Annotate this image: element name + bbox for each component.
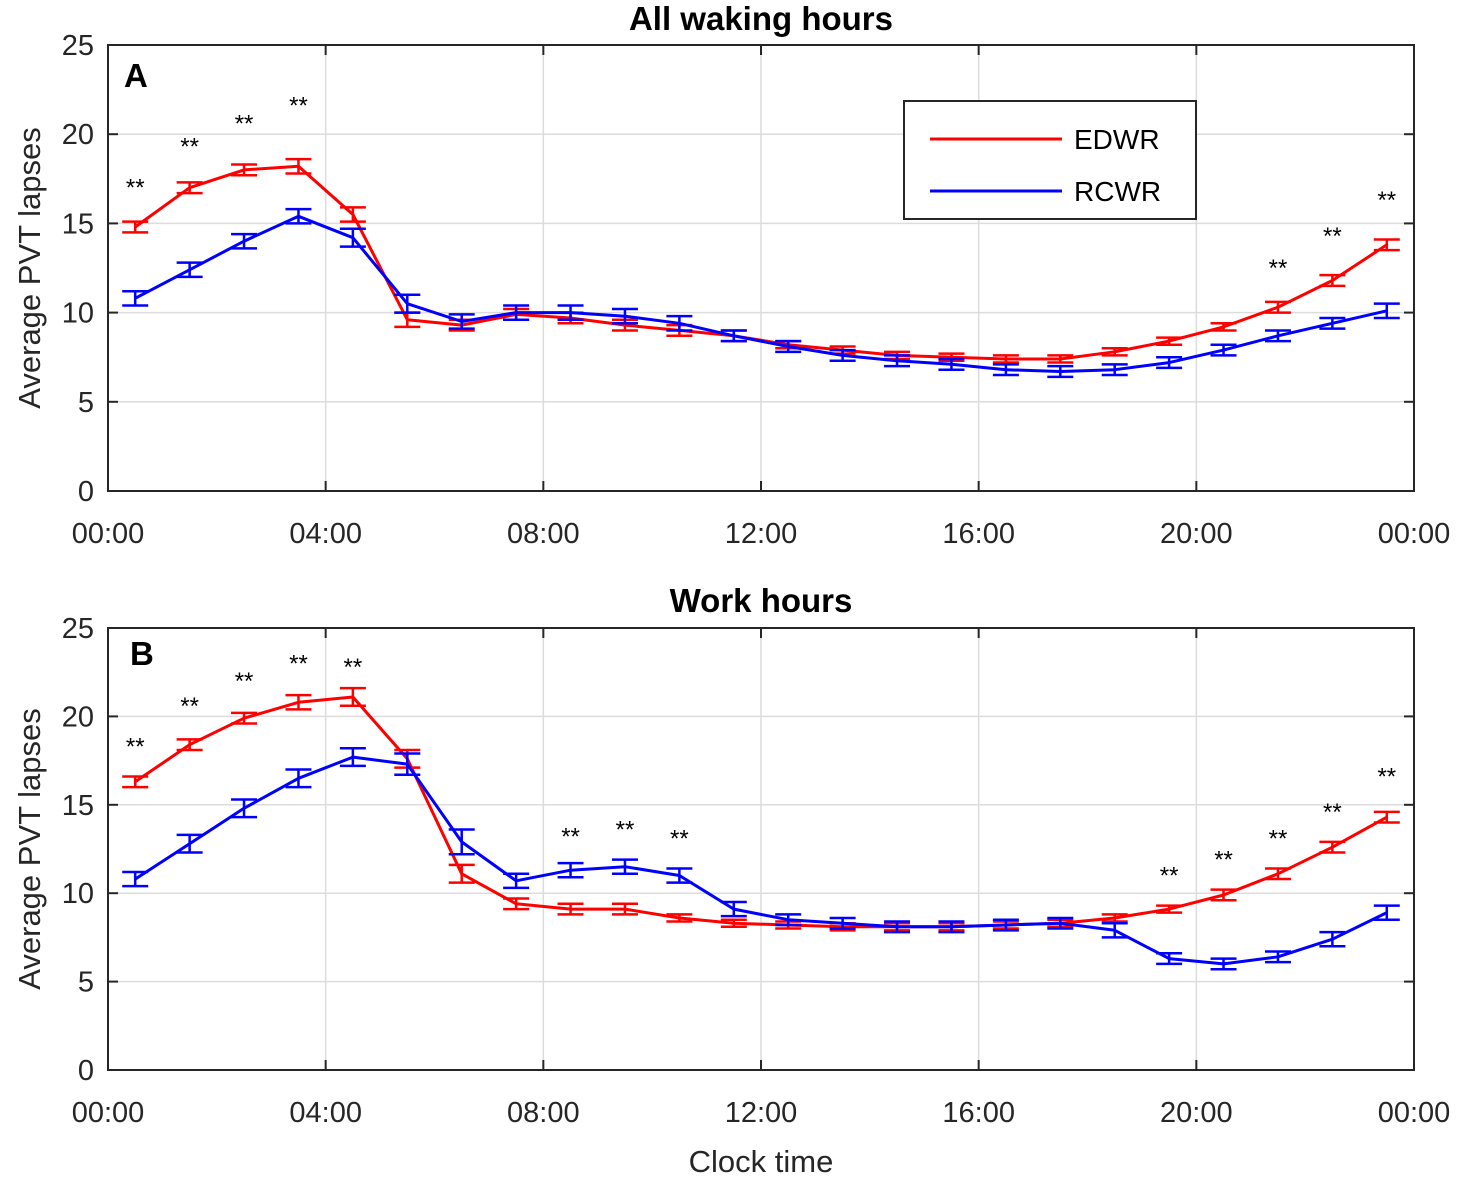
significance-marker: **	[289, 650, 308, 677]
y-axis-label: Average PVT lapses	[12, 127, 47, 408]
significance-marker: **	[616, 817, 635, 844]
significance-marker: **	[126, 175, 145, 202]
x-tick-label: 12:00	[725, 1097, 798, 1129]
error-bar	[1374, 239, 1400, 250]
error-bar	[1156, 338, 1182, 345]
y-tick-label: 5	[78, 967, 94, 999]
error-bar	[1319, 318, 1345, 329]
significance-marker: **	[1269, 255, 1288, 282]
x-tick-label: 00:00	[1378, 518, 1451, 550]
panel-label: A	[124, 57, 148, 94]
significance-marker: **	[344, 654, 363, 681]
error-bar	[449, 830, 475, 855]
error-bar	[340, 207, 366, 221]
significance-marker: **	[180, 693, 199, 720]
y-tick-label: 15	[62, 790, 94, 822]
y-tick-label: 20	[62, 119, 94, 151]
x-tick-label: 16:00	[942, 1097, 1015, 1129]
significance-marker: **	[1269, 825, 1288, 852]
x-tick-label: 12:00	[725, 518, 798, 550]
legend: EDWR RCWR	[904, 101, 1196, 219]
error-bar	[1211, 323, 1237, 330]
significance-marker: **	[1323, 799, 1342, 826]
y-tick-label: 25	[62, 30, 94, 62]
y-tick-label: 15	[62, 208, 94, 240]
significance-marker: **	[670, 825, 689, 852]
x-tick-label: 00:00	[72, 1097, 145, 1129]
x-tick-label: 04:00	[289, 1097, 362, 1129]
significance-marker: **	[235, 110, 254, 137]
significance-marker: **	[180, 134, 199, 161]
significance-marker: **	[1323, 223, 1342, 250]
x-tick-label: 00:00	[1378, 1097, 1451, 1129]
panel-title: All waking hours	[629, 0, 893, 37]
x-tick-label: 20:00	[1160, 1097, 1233, 1129]
significance-marker: **	[289, 93, 308, 120]
significance-marker: **	[126, 733, 145, 760]
x-tick-label: 16:00	[942, 518, 1015, 550]
panel-b: 0 5 10 15 20 25 00:00 04:00 08:00 12:00 16:00 20:00…	[12, 582, 1450, 1179]
significance-marker: **	[1377, 187, 1396, 214]
y-tick-label: 5	[78, 387, 94, 419]
error-bar	[1374, 304, 1400, 318]
error-bar	[122, 777, 148, 788]
significance-marker: **	[1214, 847, 1233, 874]
significance-marker: **	[561, 824, 580, 851]
x-tick-label: 20:00	[1160, 518, 1233, 550]
y-tick-label: 0	[78, 1055, 94, 1087]
significance-marker: **	[1377, 764, 1396, 791]
panel-a: 0 5 10 15 20 25 00:00 04:00 08:00 12:00 16:00 20:00…	[12, 0, 1450, 550]
y-tick-label: 25	[62, 613, 94, 645]
y-axis-label: Average PVT lapses	[12, 708, 47, 989]
panel-title: Work hours	[670, 582, 853, 619]
significance-marker: **	[235, 668, 254, 695]
legend-entry-edwr: EDWR	[1074, 124, 1160, 155]
y-tick-label: 20	[62, 701, 94, 733]
x-axis-label: Clock time	[689, 1144, 834, 1179]
significance-marker: **	[1160, 863, 1179, 890]
y-tick-label: 0	[78, 476, 94, 508]
y-tick-label: 10	[62, 878, 94, 910]
legend-entry-rcwr: RCWR	[1074, 176, 1161, 207]
panel-label: B	[130, 635, 154, 672]
x-tick-label: 08:00	[507, 518, 580, 550]
x-tick-label: 00:00	[72, 518, 145, 550]
y-tick-label: 10	[62, 298, 94, 330]
x-tick-label: 08:00	[507, 1097, 580, 1129]
x-tick-label: 04:00	[289, 518, 362, 550]
